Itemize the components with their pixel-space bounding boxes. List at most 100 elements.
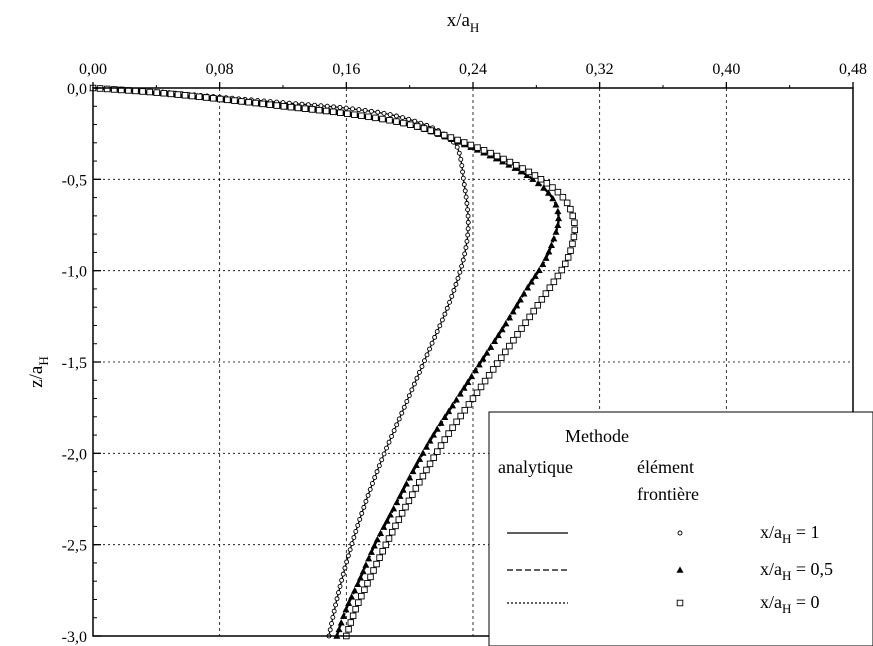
series-0-point	[394, 422, 400, 428]
series-2-point	[379, 547, 386, 555]
series-2-point	[146, 88, 153, 96]
series-1-point	[399, 486, 407, 493]
series-2-point	[434, 129, 441, 137]
series-0-point	[329, 621, 334, 627]
series-2-point	[407, 121, 414, 128]
series-0-point	[429, 340, 435, 346]
series-1-point	[554, 221, 562, 229]
series-1-point	[426, 437, 434, 444]
series-0-point	[334, 596, 340, 602]
series-0-point	[361, 504, 367, 510]
series-2-point	[550, 278, 558, 286]
series-1-point	[468, 372, 476, 380]
series-0-point	[342, 565, 348, 571]
series-2-point	[477, 383, 485, 391]
series-0-point	[337, 583, 343, 589]
series-0-point	[460, 257, 466, 263]
series-0-point	[409, 387, 415, 393]
series-1-point	[362, 561, 370, 568]
series-1-point	[552, 201, 560, 208]
series-0-point	[343, 105, 349, 111]
series-2-point	[351, 111, 358, 118]
series-2-point	[434, 448, 441, 455]
series-1-point	[550, 235, 558, 242]
series-0-point	[389, 433, 395, 439]
series-0-point	[381, 110, 387, 116]
series-0-point	[345, 553, 351, 559]
series-2-point	[202, 94, 210, 101]
series-2-point	[160, 89, 168, 97]
legend-entry-0: x/aH = 1	[507, 522, 820, 546]
series-0-point	[462, 251, 468, 257]
series-2-point	[315, 106, 323, 114]
series-1-point	[335, 625, 343, 633]
series-1-point	[441, 413, 449, 420]
y-tick-label: 0,0	[67, 81, 87, 98]
series-1-point	[547, 241, 555, 248]
series-1-point	[534, 179, 542, 187]
series-2-point	[358, 112, 365, 119]
series-0-point	[463, 194, 469, 200]
series-2-point	[567, 205, 574, 213]
series-1-point	[464, 378, 472, 385]
series-1-point	[412, 461, 420, 469]
series-2-point	[400, 119, 407, 127]
series-2-point	[365, 113, 372, 121]
legend-col-frontiere: frontière	[637, 484, 699, 504]
series-1-point	[422, 443, 430, 450]
series-2-point	[139, 88, 146, 95]
series-1-point	[483, 349, 491, 356]
series-1-point	[351, 586, 359, 594]
series-2-point	[181, 92, 189, 99]
series-0-point	[356, 107, 362, 113]
series-1-point	[487, 343, 495, 350]
series-2-point	[427, 127, 435, 134]
series-2-point	[118, 86, 125, 94]
series-0-point	[416, 369, 422, 375]
series-0-point	[357, 516, 363, 522]
series-2-point	[554, 272, 562, 280]
series-0-point	[367, 486, 373, 492]
series-0-point	[444, 305, 450, 311]
series-2-point	[337, 109, 344, 116]
series-0-point	[362, 107, 368, 113]
series-0-point	[384, 445, 389, 451]
series-0-point	[370, 481, 375, 486]
series-2-point	[437, 442, 445, 449]
series-2-point	[370, 567, 377, 574]
series-2-point	[519, 165, 526, 172]
series-2-point	[531, 172, 539, 179]
x-tick-label: 0,08	[206, 61, 234, 78]
x-tick-label: 0,24	[459, 61, 487, 78]
x-tick-label: 0,48	[839, 61, 867, 78]
series-1-point	[348, 593, 356, 600]
series-2-point	[487, 149, 494, 157]
series-2-point	[420, 125, 428, 132]
series-0-point	[351, 535, 357, 540]
series-1-point	[502, 319, 510, 327]
series-1-point	[479, 355, 487, 362]
series-0-point	[453, 281, 459, 287]
series-2-point	[569, 240, 576, 248]
series-0-point	[439, 317, 445, 323]
series-1-point	[475, 360, 483, 368]
series-2-point	[506, 158, 514, 166]
series-2-point	[195, 93, 203, 101]
series-0-point	[339, 577, 345, 583]
series-2-point	[510, 336, 517, 344]
series-2-point	[559, 193, 567, 201]
series-2-point	[454, 136, 461, 144]
series-2-point	[570, 233, 578, 241]
series-0-point	[391, 428, 397, 434]
axis-ticks: 0,00 0,08 0,16 0,24 0,32 0,40 0,48 0,0 -0,5 -1,0 -…	[62, 61, 867, 646]
series-2-point	[546, 284, 554, 291]
series-2-point	[347, 619, 355, 626]
series-2-point	[103, 85, 111, 93]
series-1-point	[531, 272, 539, 279]
series-layer	[89, 84, 579, 640]
series-0-point	[324, 103, 330, 109]
series-2-point	[376, 554, 383, 561]
series-2-point	[245, 98, 252, 106]
series-2-point	[416, 479, 423, 486]
series-0-point	[350, 106, 356, 112]
